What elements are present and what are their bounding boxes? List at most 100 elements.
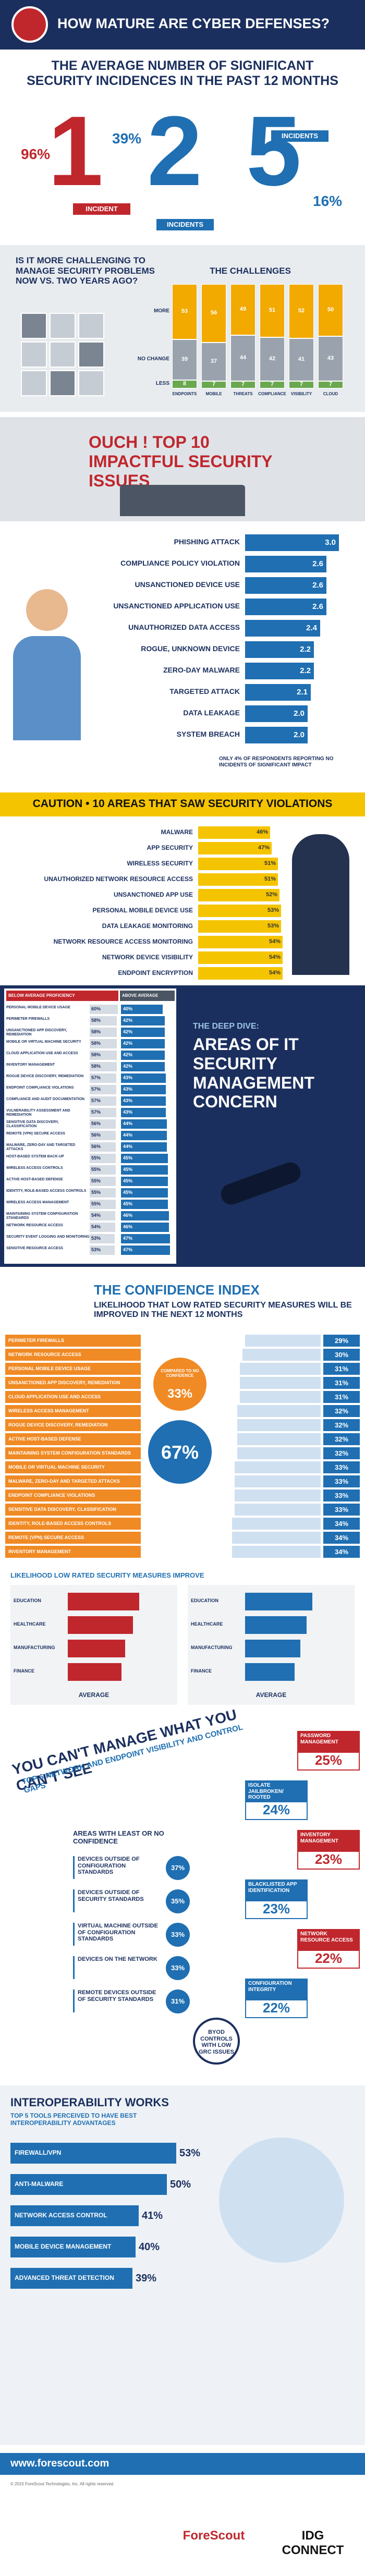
caution-band	[0, 792, 365, 816]
interop-subtitle: TOP 5 TOOLS PERCEIVED TO HAVE BEST INTER…	[10, 2112, 137, 2127]
conf-label: ROGUE DEVICE DISCOVERY, REMEDIATION	[5, 1419, 141, 1431]
below-value: 58%	[91, 1041, 101, 1046]
least-label: DEVICES OUTSIDE OF CONFIGURATION STANDAR…	[73, 1856, 162, 1879]
cube-cell	[78, 370, 104, 396]
below-bar	[90, 1211, 115, 1220]
interop-value: 39%	[136, 2273, 157, 2284]
category-label: VISIBILITY	[290, 392, 312, 396]
below-bar	[90, 1131, 116, 1140]
conf-label: PERSONAL MOBILE DEVICE USAGE	[5, 1363, 141, 1375]
violation-bar	[198, 936, 283, 948]
violation-bar	[198, 842, 272, 854]
above-bar	[121, 1108, 166, 1117]
conf-value: 31%	[323, 1377, 360, 1389]
below-bar	[90, 1108, 117, 1117]
conf-label: REMOTE (VPN) SECURE ACCESS	[5, 1532, 141, 1544]
least-label: REMOTE DEVICES OUTSIDE OF SECURITY STAND…	[73, 1989, 162, 2012]
row-label: UNSANCTIONED APP DISCOVERY, REMEDIATION	[6, 1029, 67, 1037]
row-label: SENSITIVE DATA DISCOVERY, CLASSIFICATION	[6, 1120, 59, 1129]
conf-value: 30%	[323, 1349, 360, 1361]
below-bar	[90, 1177, 116, 1186]
improve-bar	[245, 1593, 313, 1610]
violation-value: 51%	[264, 876, 276, 882]
impact-value: 2.6	[312, 581, 323, 590]
cube-cell	[50, 370, 76, 396]
below-value: 57%	[91, 1075, 101, 1080]
conf-label: MAINTAINING SYSTEM CONFIGURATION STANDAR…	[5, 1447, 141, 1459]
above-value: 43%	[123, 1075, 133, 1080]
url-band	[0, 2453, 365, 2475]
least-value: 33%	[166, 1923, 190, 1947]
below-bar	[90, 1016, 117, 1025]
category-label: THREATS	[233, 392, 253, 396]
least-label: VIRTUAL MACHINE OUTSIDE OF CONFIGURATION…	[73, 1923, 162, 1946]
above-bar	[121, 1188, 168, 1198]
least-value: 37%	[166, 1856, 190, 1880]
logo	[11, 6, 48, 43]
interop-label: ADVANCED THREAT DETECTION	[15, 2274, 114, 2281]
above-bar	[121, 1016, 165, 1025]
violation-label: MALWARE	[161, 828, 193, 836]
violation-value: 54%	[269, 954, 281, 960]
impact-value: 2.4	[306, 624, 317, 632]
below-bar	[90, 1028, 117, 1037]
row-label: WIRELESS ACCESS MANAGEMENT	[6, 1201, 69, 1204]
below-value: 57%	[91, 1098, 101, 1103]
segment-label: 42	[269, 356, 276, 362]
stacked-segment	[318, 336, 343, 381]
improve-bar	[68, 1663, 121, 1681]
conf-bar	[232, 1546, 321, 1558]
above-value: 47%	[123, 1247, 133, 1252]
above-bar	[121, 1119, 167, 1129]
row-label: PERSONAL MOBILE DEVICE USAGE	[6, 1006, 70, 1009]
conf-bar	[237, 1433, 321, 1445]
below-value: 54%	[91, 1213, 101, 1218]
violation-bar	[198, 967, 283, 980]
interop-bg	[0, 2085, 365, 2445]
interop-bar	[10, 2143, 176, 2164]
incident-label: INCIDENTS	[156, 219, 214, 230]
conf-bar	[237, 1419, 321, 1431]
violation-label: WIRELESS SECURITY	[127, 860, 193, 867]
below-bar	[90, 1062, 117, 1071]
improve-title: LIKELIHOOD LOW RATED SECURITY MEASURES I…	[10, 1571, 204, 1579]
segment-label: 7	[328, 381, 333, 387]
category-label: FINANCE	[14, 1668, 34, 1674]
violation-label: DATA LEAKAGE MONITORING	[102, 922, 193, 930]
conf-value: 33%	[323, 1490, 360, 1501]
least-value: 33%	[166, 1956, 190, 1980]
interop-value: 40%	[139, 2241, 160, 2253]
impact-bar	[245, 599, 326, 615]
below-value: 60%	[91, 1006, 101, 1011]
violation-bar	[198, 905, 281, 917]
above-bar	[121, 1142, 167, 1152]
improve-bar	[245, 1663, 295, 1681]
issue-label: UNSANCTIONED DEVICE USE	[135, 580, 240, 589]
row-label: MOBILE OR VIRTUAL MACHINE SECURITY	[6, 1040, 81, 1044]
segment-label: 44	[239, 355, 247, 361]
category-label: MANUFACTURING	[191, 1645, 233, 1650]
incident-label: INCIDENTS	[271, 130, 328, 142]
gap-label: BLACKLISTED APP IDENTIFICATION	[245, 1879, 308, 1900]
least-label: DEVICES OUTSIDE OF SECURITY STANDARDS	[73, 1889, 162, 1912]
byod: BYOD CONTROLS WITH LOW GRC ISSUES	[193, 2018, 240, 2065]
category-label: EDUCATION	[191, 1598, 218, 1603]
panel-caption: AVERAGE	[256, 1691, 287, 1699]
gap-value: 22%	[297, 1950, 360, 1969]
conf-bar	[235, 1490, 321, 1501]
below-bar	[90, 1005, 118, 1014]
footer-legal: © 2015 ForeScout Technologies, Inc. All …	[10, 2482, 115, 2486]
interop-label: NETWORK ACCESS CONTROL	[15, 2212, 107, 2219]
row-label: CLOUD APPLICATION USE AND ACCESS	[6, 1052, 78, 1055]
segment-label: 51	[269, 307, 276, 313]
above-value: 44%	[123, 1144, 133, 1149]
above-value: 43%	[123, 1086, 133, 1092]
issue-label: TARGETED ATTACK	[169, 687, 240, 695]
incident-percent: 96%	[21, 146, 51, 162]
deep-title: AREAS OF IT SECURITY MANAGEMENT CONCERN	[193, 1035, 314, 1112]
stacked-segment	[289, 381, 314, 388]
category-label: ENDPOINTS	[172, 392, 197, 396]
cube-cell	[50, 313, 76, 339]
above-value: 42%	[123, 1018, 133, 1023]
